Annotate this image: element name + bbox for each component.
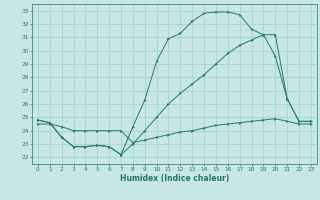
X-axis label: Humidex (Indice chaleur): Humidex (Indice chaleur): [120, 174, 229, 183]
